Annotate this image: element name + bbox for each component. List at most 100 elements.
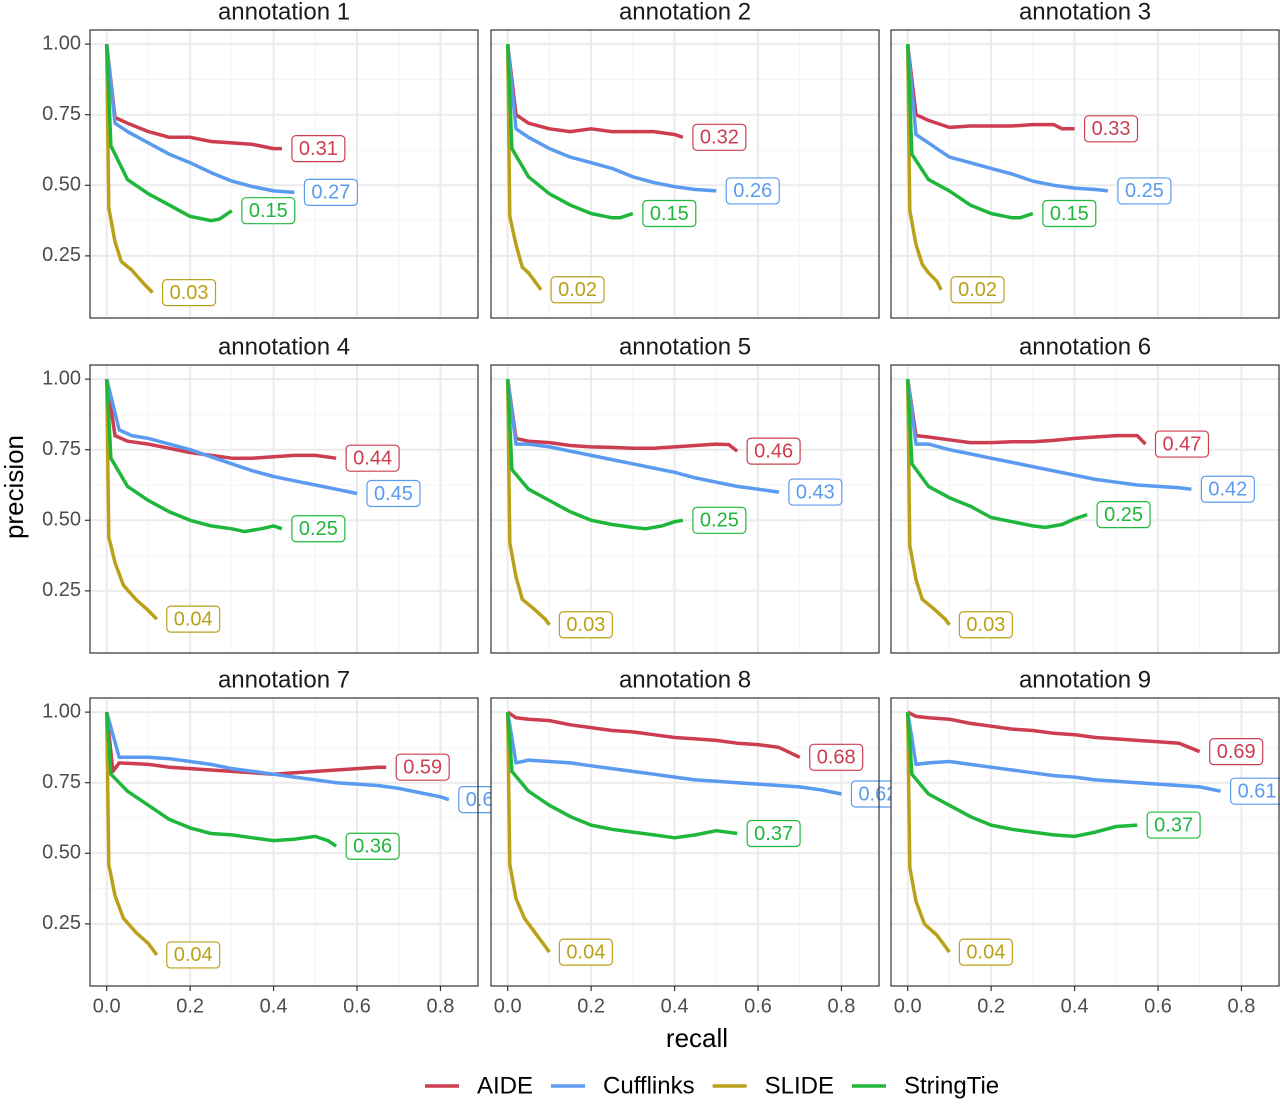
panel-title: annotation 7	[218, 666, 350, 693]
y-tick-label: 1.00	[42, 32, 81, 54]
y-tick-label: 0.50	[42, 509, 81, 531]
end-label: 0.36	[353, 836, 392, 858]
y-tick-label: 0.25	[42, 579, 81, 601]
end-label: 0.37	[1154, 814, 1193, 836]
end-label: 0.26	[733, 180, 772, 202]
x-axis-label: recall	[666, 1023, 728, 1053]
end-label: 0.04	[966, 941, 1005, 963]
end-label-box	[1200, 475, 1255, 503]
series-line: SLIDE	[505, 44, 543, 291]
end-label-box	[642, 199, 697, 228]
x-tick-label: 0.4	[1061, 995, 1089, 1017]
series-line: Cufflinks	[505, 711, 842, 796]
end-label: 0.32	[700, 127, 739, 149]
series-line: AIDE	[506, 710, 801, 759]
end-label: 0.68	[817, 747, 856, 769]
panel-background	[891, 30, 1279, 318]
end-label: 0.15	[650, 203, 689, 225]
end-label-box	[166, 605, 221, 633]
series-line: AIDE	[905, 378, 1147, 446]
panel-border	[890, 364, 1280, 654]
panel-background	[891, 365, 1279, 653]
end-label-box	[166, 941, 221, 969]
end-label-box	[950, 276, 1005, 304]
y-tick-label: 0.75	[42, 103, 81, 125]
end-label: 0.42	[1208, 479, 1247, 501]
end-label: 0.33	[1092, 118, 1131, 140]
series-line: StringTie	[104, 379, 283, 534]
x-tick-label: 0.8	[427, 995, 455, 1017]
end-label: 0.03	[170, 282, 209, 304]
y-tick-label: 1.00	[42, 700, 81, 722]
end-label-box	[746, 819, 801, 848]
x-tick-label: 0.2	[176, 995, 204, 1017]
end-label: 0.15	[249, 200, 288, 222]
series-line: Cufflinks	[104, 43, 295, 195]
panel: annotation 8 0.0 0.2 0.4 0.6 0.8 AIDE 0.68Cuffl…	[490, 666, 905, 1017]
end-label-box	[395, 753, 450, 781]
end-label-box	[746, 437, 801, 465]
end-label-box	[1146, 811, 1201, 839]
series-line: StringTie	[505, 379, 684, 531]
end-label: 0.69	[1217, 741, 1256, 763]
series-line: StringTie	[905, 44, 1034, 220]
series-line: AIDE	[104, 43, 282, 151]
end-label-box	[692, 123, 747, 151]
end-label: 0.43	[796, 481, 835, 503]
end-label: 0.02	[558, 279, 597, 301]
end-label: 0.27	[311, 182, 350, 204]
legend-label: AIDE	[477, 1072, 533, 1099]
x-tick-label: 0.0	[894, 995, 922, 1017]
end-label: 0.04	[174, 608, 213, 630]
series-line: SLIDE	[905, 712, 951, 954]
panel-border	[890, 29, 1280, 319]
end-label-box	[1154, 430, 1210, 458]
x-tick-label: 0.8	[1228, 995, 1256, 1017]
series-line: AIDE	[505, 378, 739, 453]
series-line: AIDE	[905, 43, 1075, 131]
end-label: 0.15	[1050, 203, 1089, 225]
panel: annotation 1 0.25 0.50 0.75 1.00 AIDE 0.31Cuff…	[42, 0, 479, 319]
panel-title: annotation 1	[218, 0, 350, 25]
series-line: StringTie	[505, 711, 738, 840]
x-tick-label: 0.8	[828, 995, 856, 1017]
panel-title: annotation 9	[1019, 666, 1151, 693]
series-line: StringTie	[104, 711, 338, 848]
series-line: Cufflinks	[105, 378, 358, 496]
end-label: 0.25	[1125, 180, 1164, 202]
panel-background	[90, 365, 478, 653]
end-label-box	[550, 276, 605, 304]
y-tick-label: 0.50	[42, 842, 81, 864]
end-label: 0.62	[858, 783, 897, 805]
end-label-box	[161, 278, 217, 307]
panel-title: annotation 5	[619, 333, 751, 360]
x-tick-label: 0.2	[977, 995, 1005, 1017]
panel-title: annotation 3	[1019, 0, 1151, 25]
end-label: 0.25	[299, 518, 338, 540]
series-line: AIDE	[505, 43, 684, 139]
end-label: 0.04	[566, 941, 605, 963]
series-line: SLIDE	[505, 379, 551, 626]
series-line: SLIDE	[905, 44, 943, 291]
end-label-box	[809, 743, 864, 771]
series-line: Cufflinks	[905, 711, 1221, 793]
end-label-box	[291, 134, 346, 163]
end-label: 0.37	[754, 823, 793, 845]
panel-background	[491, 30, 879, 318]
series-line: SLIDE	[104, 44, 154, 294]
y-tick-label: 0.75	[42, 771, 81, 793]
end-label-box	[345, 444, 400, 472]
series-line: AIDE	[104, 711, 387, 776]
panel: annotation 3 AIDE 0.33Cufflinks 0.25 SLIDE 0.…	[890, 0, 1280, 319]
series-line: Cufflinks	[905, 43, 1109, 193]
x-tick-label: 0.0	[93, 995, 121, 1017]
panel-title: annotation 6	[1019, 333, 1151, 360]
panel-border	[490, 29, 880, 319]
end-label-box	[303, 178, 358, 206]
x-tick-label: 0.2	[577, 995, 605, 1017]
end-label: 0.45	[374, 483, 413, 505]
end-label-box	[366, 479, 421, 508]
end-label-box	[291, 515, 346, 543]
series-line: SLIDE	[104, 379, 159, 621]
